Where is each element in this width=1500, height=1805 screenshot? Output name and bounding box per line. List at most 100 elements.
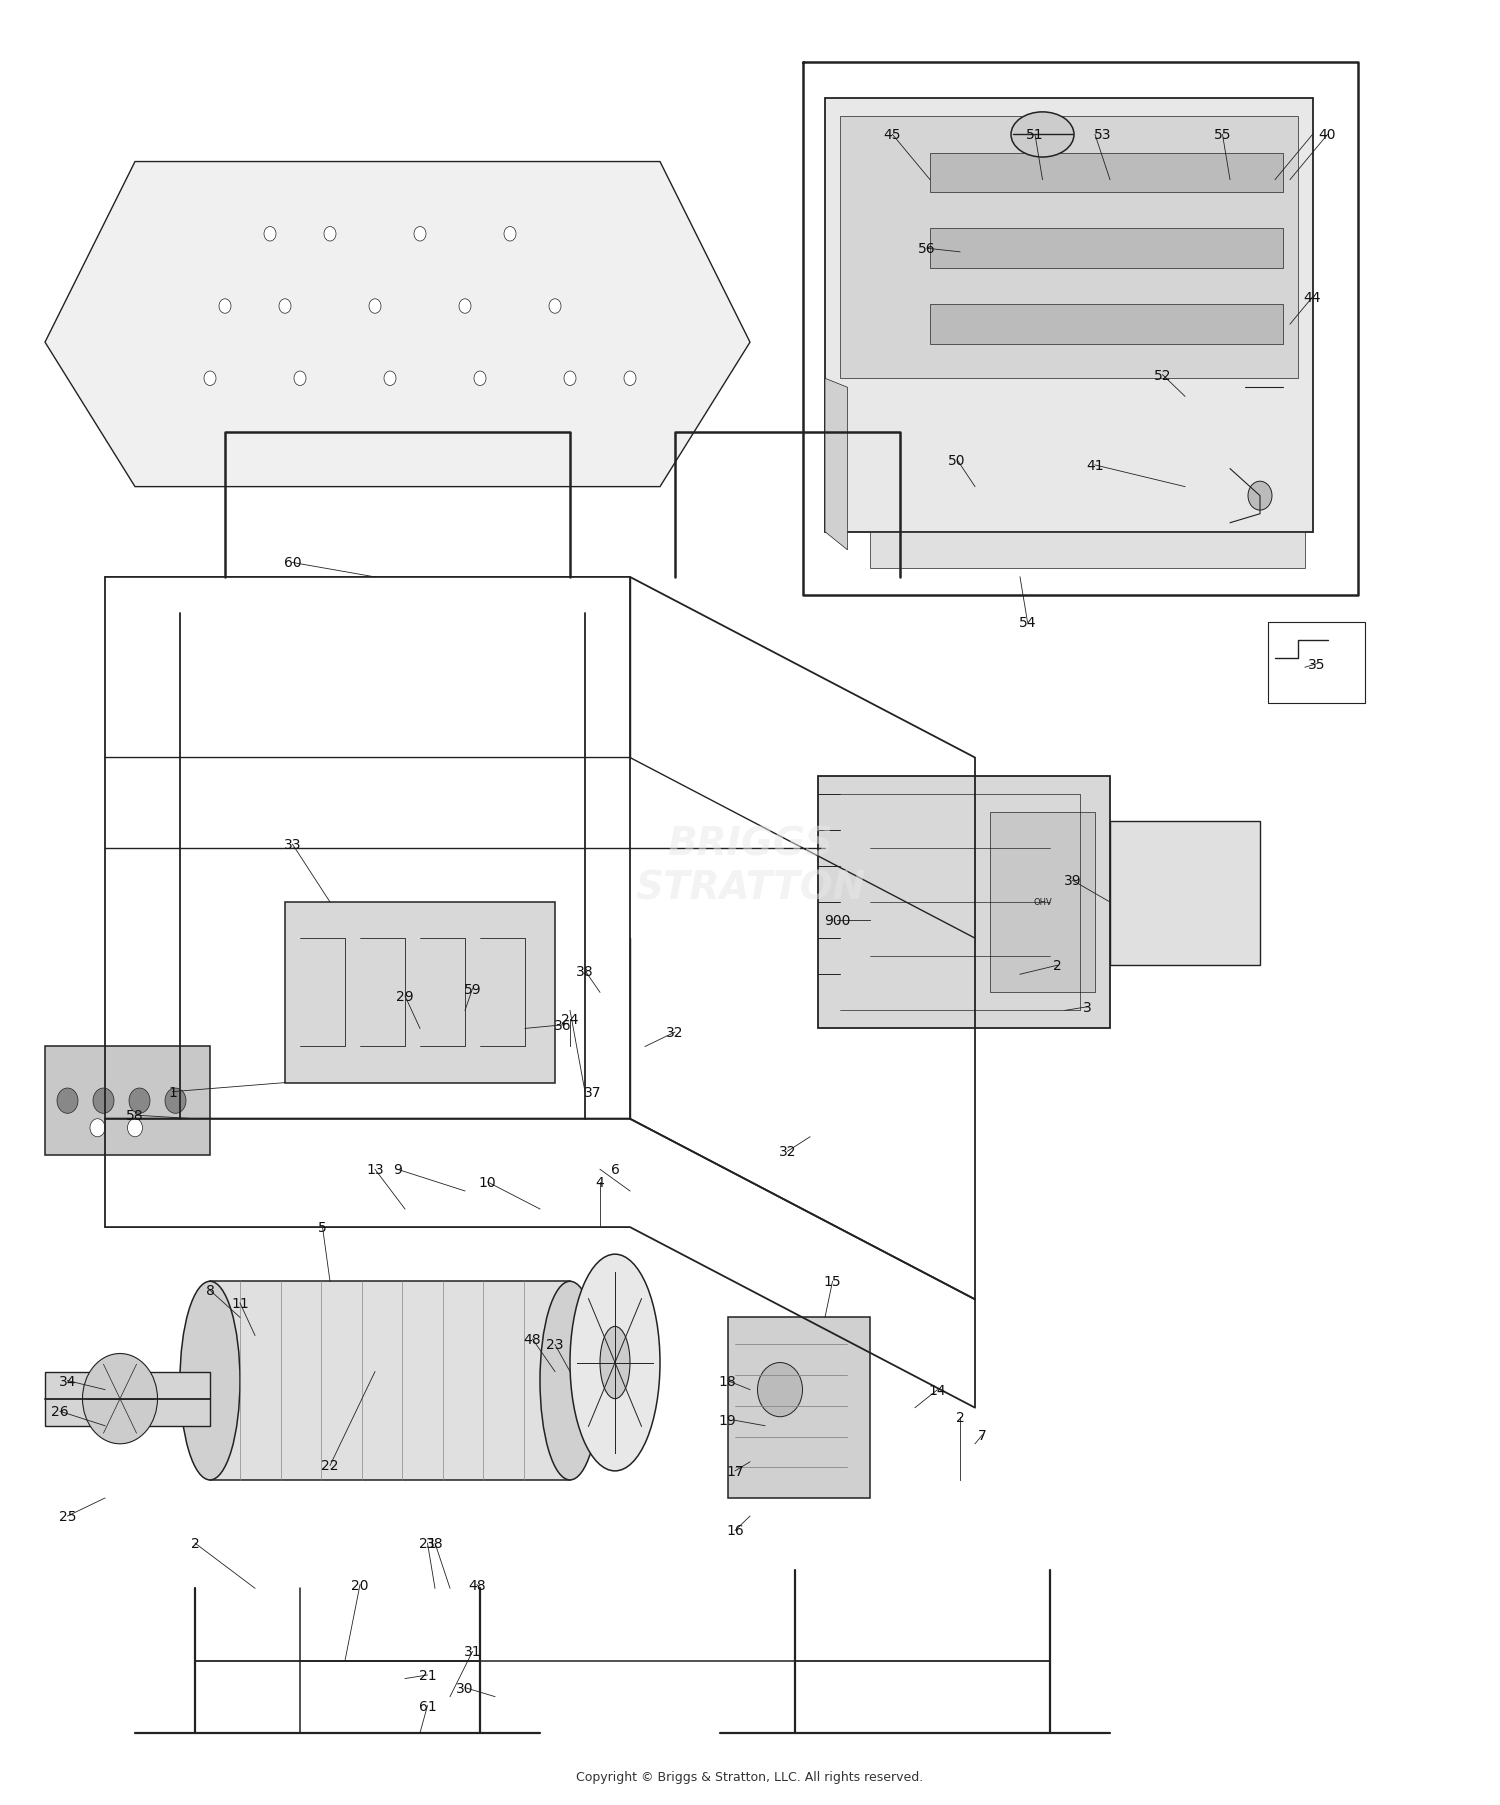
Text: 25: 25	[58, 1509, 76, 1523]
Circle shape	[549, 300, 561, 314]
Text: 50: 50	[948, 453, 966, 467]
Polygon shape	[930, 229, 1282, 269]
Circle shape	[504, 227, 516, 242]
Text: 45: 45	[884, 128, 902, 143]
Text: 2: 2	[956, 1410, 964, 1424]
Polygon shape	[45, 162, 750, 487]
Polygon shape	[990, 812, 1095, 993]
Circle shape	[459, 300, 471, 314]
Text: 16: 16	[726, 1523, 744, 1538]
Text: 58: 58	[126, 1108, 144, 1123]
Text: 23: 23	[546, 1338, 564, 1352]
Text: 10: 10	[478, 1175, 496, 1189]
Circle shape	[624, 372, 636, 386]
Text: 30: 30	[456, 1680, 474, 1695]
Text: 48: 48	[468, 1578, 486, 1592]
Text: 53: 53	[1094, 128, 1112, 143]
Text: 1: 1	[168, 1085, 177, 1099]
Polygon shape	[870, 532, 1305, 569]
Text: 11: 11	[231, 1296, 249, 1310]
Text: 20: 20	[351, 1578, 369, 1592]
Text: 48: 48	[524, 1332, 542, 1347]
Polygon shape	[825, 379, 848, 551]
Text: 39: 39	[1064, 874, 1082, 888]
Text: 32: 32	[666, 1025, 684, 1040]
Circle shape	[414, 227, 426, 242]
Text: 40: 40	[1318, 128, 1336, 143]
Text: 6: 6	[610, 1162, 620, 1177]
Polygon shape	[930, 153, 1282, 193]
Polygon shape	[45, 1047, 210, 1155]
Text: 36: 36	[554, 1018, 572, 1032]
Ellipse shape	[540, 1282, 600, 1480]
Circle shape	[57, 1088, 78, 1114]
Ellipse shape	[600, 1327, 630, 1399]
Text: 32: 32	[778, 1144, 796, 1159]
Circle shape	[128, 1119, 142, 1137]
Ellipse shape	[1011, 112, 1074, 157]
Circle shape	[93, 1088, 114, 1114]
Text: 5: 5	[318, 1220, 327, 1235]
Text: Copyright © Briggs & Stratton, LLC. All rights reserved.: Copyright © Briggs & Stratton, LLC. All …	[576, 1771, 924, 1783]
Text: 31: 31	[464, 1644, 482, 1659]
Polygon shape	[285, 902, 555, 1083]
Circle shape	[294, 372, 306, 386]
Polygon shape	[45, 1372, 210, 1426]
Ellipse shape	[570, 1254, 660, 1471]
Circle shape	[165, 1088, 186, 1114]
Text: 52: 52	[1154, 368, 1172, 383]
Circle shape	[564, 372, 576, 386]
Text: 38: 38	[426, 1536, 444, 1550]
Polygon shape	[825, 99, 1312, 532]
Text: 8: 8	[206, 1283, 214, 1298]
Text: 18: 18	[718, 1374, 736, 1388]
Polygon shape	[1110, 821, 1260, 966]
Circle shape	[474, 372, 486, 386]
Polygon shape	[818, 776, 1110, 1029]
Text: 19: 19	[718, 1413, 736, 1428]
Text: 900: 900	[824, 913, 850, 928]
Text: 7: 7	[978, 1428, 987, 1442]
Text: 37: 37	[584, 1085, 602, 1099]
Text: 41: 41	[1086, 458, 1104, 473]
Circle shape	[324, 227, 336, 242]
Text: 4: 4	[596, 1175, 604, 1189]
Text: 21: 21	[419, 1668, 436, 1682]
Text: 56: 56	[918, 242, 936, 256]
Text: 35: 35	[1308, 657, 1326, 671]
Circle shape	[264, 227, 276, 242]
Circle shape	[279, 300, 291, 314]
Text: 13: 13	[366, 1162, 384, 1177]
Text: 54: 54	[1019, 616, 1036, 630]
Text: 26: 26	[51, 1404, 69, 1419]
Polygon shape	[840, 117, 1298, 379]
Circle shape	[129, 1088, 150, 1114]
Text: 14: 14	[928, 1383, 946, 1397]
Circle shape	[1248, 482, 1272, 511]
Text: 2: 2	[1053, 958, 1062, 973]
Ellipse shape	[82, 1354, 158, 1444]
Text: 9: 9	[393, 1162, 402, 1177]
Polygon shape	[728, 1318, 870, 1498]
Circle shape	[204, 372, 216, 386]
Ellipse shape	[180, 1282, 240, 1480]
Text: 59: 59	[464, 982, 482, 996]
Circle shape	[369, 300, 381, 314]
Text: 33: 33	[284, 838, 302, 852]
Circle shape	[384, 372, 396, 386]
Polygon shape	[210, 1282, 570, 1480]
Text: 38: 38	[576, 964, 594, 978]
Text: BRIGGS
STRATTON: BRIGGS STRATTON	[634, 825, 866, 908]
Text: 44: 44	[1304, 291, 1322, 305]
Text: 22: 22	[321, 1458, 339, 1473]
Text: OHV: OHV	[1034, 899, 1052, 906]
Text: 61: 61	[419, 1699, 436, 1713]
Text: 51: 51	[1026, 128, 1044, 143]
Text: 55: 55	[1214, 128, 1231, 143]
Circle shape	[90, 1119, 105, 1137]
Text: 17: 17	[726, 1464, 744, 1478]
Text: 34: 34	[58, 1374, 76, 1388]
Text: 29: 29	[396, 989, 414, 1004]
Circle shape	[758, 1363, 802, 1417]
Polygon shape	[930, 305, 1282, 345]
